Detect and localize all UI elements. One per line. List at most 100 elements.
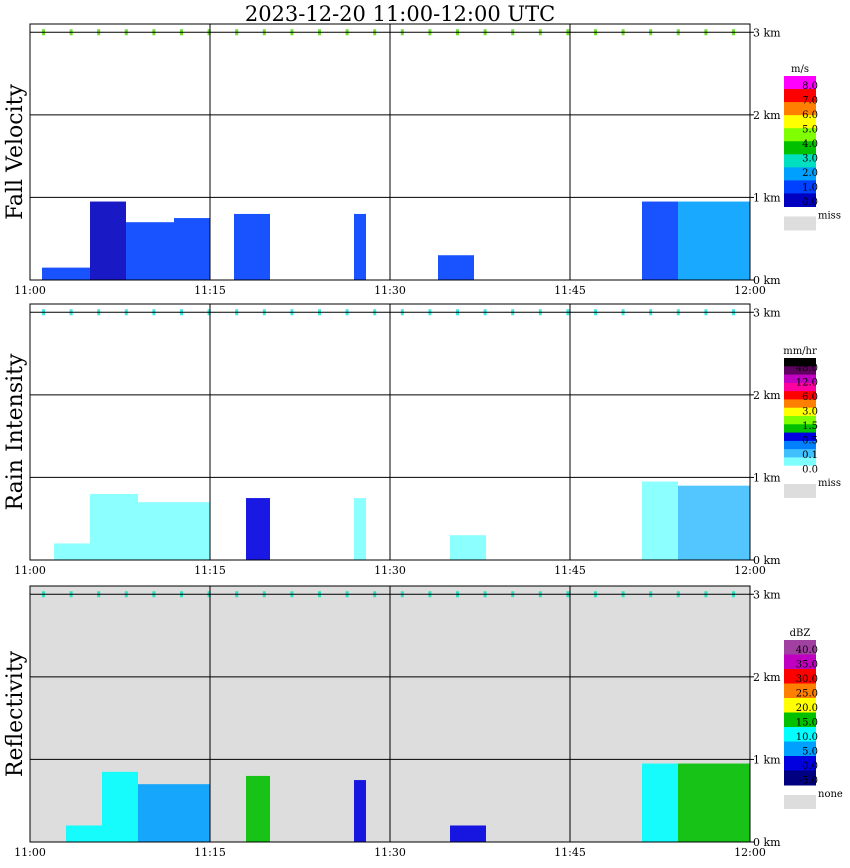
data-column-3 bbox=[174, 218, 210, 280]
time-tick-label: 12:00 bbox=[734, 284, 766, 297]
legend-swatch bbox=[784, 382, 816, 392]
legend-label: 5.0 bbox=[802, 125, 818, 136]
time-tick-label: 11:45 bbox=[554, 846, 586, 859]
data-column-1 bbox=[102, 771, 138, 842]
legend-label: 30.0 bbox=[796, 674, 818, 685]
time-tick-label: 11:30 bbox=[374, 564, 406, 577]
height-tick-label: 0 km bbox=[753, 554, 781, 567]
height-tick-label: 2 km bbox=[753, 389, 781, 402]
legend-label: 20.0 bbox=[796, 703, 818, 714]
time-tick-label: 12:00 bbox=[734, 846, 766, 859]
height-tick-label: 1 km bbox=[753, 191, 781, 204]
legend-label: 3.0 bbox=[802, 154, 818, 165]
height-tick-label: 1 km bbox=[753, 753, 781, 766]
data-column-7 bbox=[678, 763, 750, 842]
data-column-0 bbox=[42, 267, 90, 280]
data-column-7 bbox=[678, 485, 750, 560]
legend-label: 0.0 bbox=[802, 197, 818, 208]
legend-title: dBZ bbox=[790, 628, 811, 639]
legend-label: 6.0 bbox=[802, 392, 818, 403]
legend-label: 2.0 bbox=[802, 168, 818, 179]
data-column-8 bbox=[678, 201, 750, 280]
legend-missing-label: miss bbox=[818, 478, 841, 489]
legend-swatch bbox=[784, 654, 816, 670]
data-column-2 bbox=[138, 502, 210, 560]
legend-swatch bbox=[784, 358, 816, 367]
legend-swatch bbox=[784, 741, 816, 757]
legend-refl: dBZ 40.0 35.0 30.0 25.0 20.0 15.0 10.0 5.0 0.0 -5.… bbox=[784, 628, 843, 809]
legend-swatch bbox=[784, 640, 816, 655]
legend-title: m/s bbox=[791, 64, 809, 75]
legend-swatch bbox=[784, 416, 816, 425]
legend-swatch bbox=[784, 407, 816, 417]
data-column-6 bbox=[438, 255, 474, 280]
data-column-3 bbox=[246, 498, 270, 560]
legend-swatch bbox=[784, 76, 816, 90]
legend-label: 0.0 bbox=[802, 761, 818, 772]
legend-label: 0.5 bbox=[802, 436, 818, 447]
legend-swatch bbox=[784, 727, 816, 742]
data-column-3 bbox=[246, 775, 270, 842]
legend-swatch bbox=[784, 449, 816, 458]
legend-swatch bbox=[784, 669, 816, 684]
legend-missing-swatch bbox=[784, 216, 816, 231]
legend-label: 0.0 bbox=[802, 465, 818, 476]
legend-label: 8.0 bbox=[802, 81, 818, 92]
time-tick-label: 11:30 bbox=[374, 284, 406, 297]
legend-swatch bbox=[784, 115, 816, 129]
legend-label: 4.0 bbox=[802, 139, 818, 150]
time-tick-label: 11:45 bbox=[554, 564, 586, 577]
legend-label: 25.0 bbox=[796, 689, 818, 700]
legend-title: mm/hr bbox=[783, 346, 817, 357]
data-column-4 bbox=[354, 780, 366, 842]
data-column-5 bbox=[450, 825, 486, 842]
panel-ylabel: Reflectivity bbox=[3, 650, 28, 777]
legend-swatch bbox=[784, 141, 816, 155]
data-column-5 bbox=[354, 213, 366, 280]
panel-refl: 3 km 2 km 1 km 0 km 11:00 11:15 11:30 11:45 12:0… bbox=[3, 585, 843, 859]
legend-swatch bbox=[784, 683, 816, 699]
legend-label: 48.0 bbox=[796, 363, 818, 374]
legend-swatch bbox=[784, 712, 816, 728]
data-column-0 bbox=[54, 543, 90, 560]
legend-missing-label: miss bbox=[818, 211, 841, 222]
time-tick-label: 11:00 bbox=[14, 564, 46, 577]
height-tick-label: 3 km bbox=[753, 588, 781, 601]
legend-label: 3.0 bbox=[802, 407, 818, 418]
data-column-4 bbox=[354, 498, 366, 560]
legend-missing-swatch bbox=[784, 795, 816, 809]
data-column-2 bbox=[126, 222, 174, 280]
legend-swatch bbox=[784, 391, 816, 400]
data-column-2 bbox=[138, 784, 210, 842]
height-tick-label: 2 km bbox=[753, 671, 781, 684]
panel-fall: 3 km 2 km 1 km 0 km 11:00 11:15 11:30 11:45 12:0… bbox=[3, 23, 841, 297]
legend-missing-label: none bbox=[818, 789, 843, 800]
legend-swatch bbox=[784, 167, 816, 181]
legend-label: -5.0 bbox=[799, 776, 818, 787]
height-tick-label: 3 km bbox=[753, 306, 781, 319]
time-tick-label: 11:30 bbox=[374, 846, 406, 859]
time-tick-label: 11:15 bbox=[194, 564, 226, 577]
data-column-6 bbox=[642, 763, 678, 842]
data-column-1 bbox=[90, 201, 126, 280]
time-tick-label: 12:00 bbox=[734, 564, 766, 577]
time-tick-label: 11:15 bbox=[194, 284, 226, 297]
legend-label: 12.0 bbox=[796, 378, 818, 389]
legend-swatch bbox=[784, 399, 816, 409]
plot-frame bbox=[29, 23, 751, 281]
time-tick-label: 11:45 bbox=[554, 284, 586, 297]
time-tick-label: 11:15 bbox=[194, 846, 226, 859]
legend-label: 10.0 bbox=[796, 732, 818, 743]
panel-ylabel: Fall Velocity bbox=[3, 84, 28, 220]
data-column-0 bbox=[66, 825, 102, 842]
legend-swatch bbox=[784, 440, 816, 450]
legend-label: 7.0 bbox=[802, 96, 818, 107]
legend-swatch bbox=[784, 374, 816, 384]
data-column-4 bbox=[234, 213, 270, 280]
panel-ylabel: Rain Intensity bbox=[3, 353, 28, 510]
legend-swatch bbox=[784, 366, 816, 376]
figure-title: 2023-12-20 11:00-12:00 UTC bbox=[245, 2, 555, 26]
